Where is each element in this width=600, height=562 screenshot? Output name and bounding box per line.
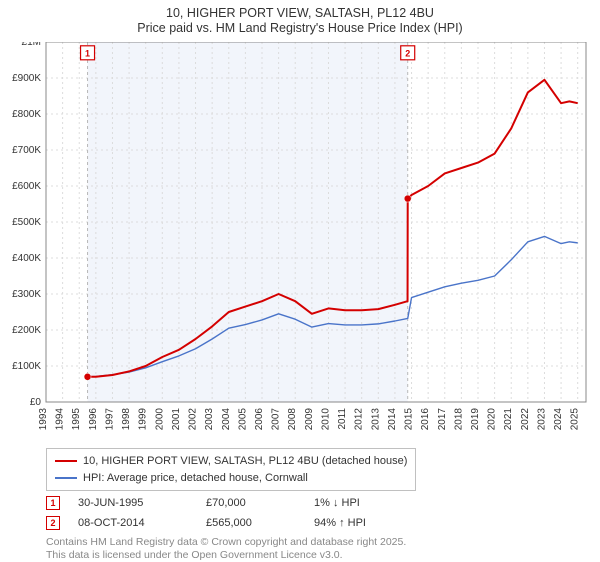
svg-text:1997: 1997 bbox=[104, 408, 115, 431]
title-line-2: Price paid vs. HM Land Registry's House … bbox=[0, 21, 600, 35]
svg-text:2006: 2006 bbox=[254, 408, 265, 431]
svg-text:2025: 2025 bbox=[570, 408, 581, 431]
legend-box: 10, HIGHER PORT VIEW, SALTASH, PL12 4BU … bbox=[46, 448, 416, 491]
svg-text:2017: 2017 bbox=[437, 408, 448, 431]
svg-text:1: 1 bbox=[85, 48, 90, 58]
svg-text:2009: 2009 bbox=[304, 408, 315, 431]
svg-text:2019: 2019 bbox=[470, 408, 481, 431]
legend-row: HPI: Average price, detached house, Corn… bbox=[55, 470, 407, 487]
svg-text:£300K: £300K bbox=[12, 289, 41, 300]
title-block: 10, HIGHER PORT VIEW, SALTASH, PL12 4BU … bbox=[0, 0, 600, 39]
legend-row: 10, HIGHER PORT VIEW, SALTASH, PL12 4BU … bbox=[55, 453, 407, 470]
svg-text:1996: 1996 bbox=[88, 408, 99, 431]
svg-text:1993: 1993 bbox=[38, 408, 49, 431]
sale-hpi-delta: 1% ↓ HPI bbox=[314, 497, 404, 509]
svg-text:£100K: £100K bbox=[12, 361, 41, 372]
svg-text:1998: 1998 bbox=[121, 408, 132, 431]
svg-text:£0: £0 bbox=[30, 397, 42, 408]
sale-date: 30-JUN-1995 bbox=[78, 497, 188, 509]
svg-text:£800K: £800K bbox=[12, 109, 41, 120]
svg-text:2002: 2002 bbox=[188, 408, 199, 431]
chart-area: £0 £100K £200K £300K £400K £500K £600K £700K £80… bbox=[0, 42, 600, 442]
svg-text:£1M: £1M bbox=[22, 42, 41, 48]
svg-text:1999: 1999 bbox=[138, 408, 149, 431]
svg-text:2010: 2010 bbox=[320, 408, 331, 431]
svg-text:2000: 2000 bbox=[154, 408, 165, 431]
svg-text:2022: 2022 bbox=[520, 408, 531, 431]
svg-text:£200K: £200K bbox=[12, 325, 41, 336]
svg-text:2014: 2014 bbox=[387, 408, 398, 431]
svg-text:2001: 2001 bbox=[171, 408, 182, 431]
svg-text:2018: 2018 bbox=[453, 408, 464, 431]
svg-text:1995: 1995 bbox=[71, 408, 82, 431]
svg-text:2012: 2012 bbox=[354, 408, 365, 431]
sale-marker-icon: 2 bbox=[46, 516, 60, 530]
svg-text:2013: 2013 bbox=[370, 408, 381, 431]
sale-price: £70,000 bbox=[206, 497, 296, 509]
sale-row: 1 30-JUN-1995 £70,000 1% ↓ HPI bbox=[46, 494, 586, 512]
title-line-1: 10, HIGHER PORT VIEW, SALTASH, PL12 4BU bbox=[0, 6, 600, 20]
svg-text:£700K: £700K bbox=[12, 145, 41, 156]
sale-hpi-delta: 94% ↑ HPI bbox=[314, 517, 404, 529]
attribution-text: Contains HM Land Registry data © Crown c… bbox=[46, 536, 586, 562]
svg-text:£600K: £600K bbox=[12, 181, 41, 192]
svg-text:2020: 2020 bbox=[487, 408, 498, 431]
svg-text:1994: 1994 bbox=[55, 408, 66, 431]
legend-swatch bbox=[55, 477, 77, 479]
sale-marker-icon: 1 bbox=[46, 496, 60, 510]
svg-text:2007: 2007 bbox=[271, 408, 282, 431]
legend-label: HPI: Average price, detached house, Corn… bbox=[83, 470, 308, 487]
svg-text:£900K: £900K bbox=[12, 73, 41, 84]
svg-text:2: 2 bbox=[405, 48, 410, 58]
footer-block: 1 30-JUN-1995 £70,000 1% ↓ HPI 2 08-OCT-2014 £… bbox=[46, 492, 586, 562]
sale-row: 2 08-OCT-2014 £565,000 94% ↑ HPI bbox=[46, 514, 586, 532]
svg-text:£500K: £500K bbox=[12, 217, 41, 228]
svg-text:2023: 2023 bbox=[536, 408, 547, 431]
svg-text:2011: 2011 bbox=[337, 408, 348, 430]
chart-container: 10, HIGHER PORT VIEW, SALTASH, PL12 4BU … bbox=[0, 0, 600, 560]
svg-text:2016: 2016 bbox=[420, 408, 431, 431]
svg-text:2003: 2003 bbox=[204, 408, 215, 431]
svg-text:2021: 2021 bbox=[503, 408, 514, 431]
svg-text:2024: 2024 bbox=[553, 408, 564, 431]
svg-text:£400K: £400K bbox=[12, 253, 41, 264]
chart-svg: £0 £100K £200K £300K £400K £500K £600K £700K £80… bbox=[0, 42, 600, 442]
svg-text:2004: 2004 bbox=[221, 408, 232, 431]
legend-swatch bbox=[55, 460, 77, 462]
sale-price: £565,000 bbox=[206, 517, 296, 529]
legend-label: 10, HIGHER PORT VIEW, SALTASH, PL12 4BU … bbox=[83, 453, 407, 470]
sale-date: 08-OCT-2014 bbox=[78, 517, 188, 529]
svg-text:2015: 2015 bbox=[404, 408, 415, 431]
svg-text:2005: 2005 bbox=[237, 408, 248, 431]
svg-text:2008: 2008 bbox=[287, 408, 298, 431]
